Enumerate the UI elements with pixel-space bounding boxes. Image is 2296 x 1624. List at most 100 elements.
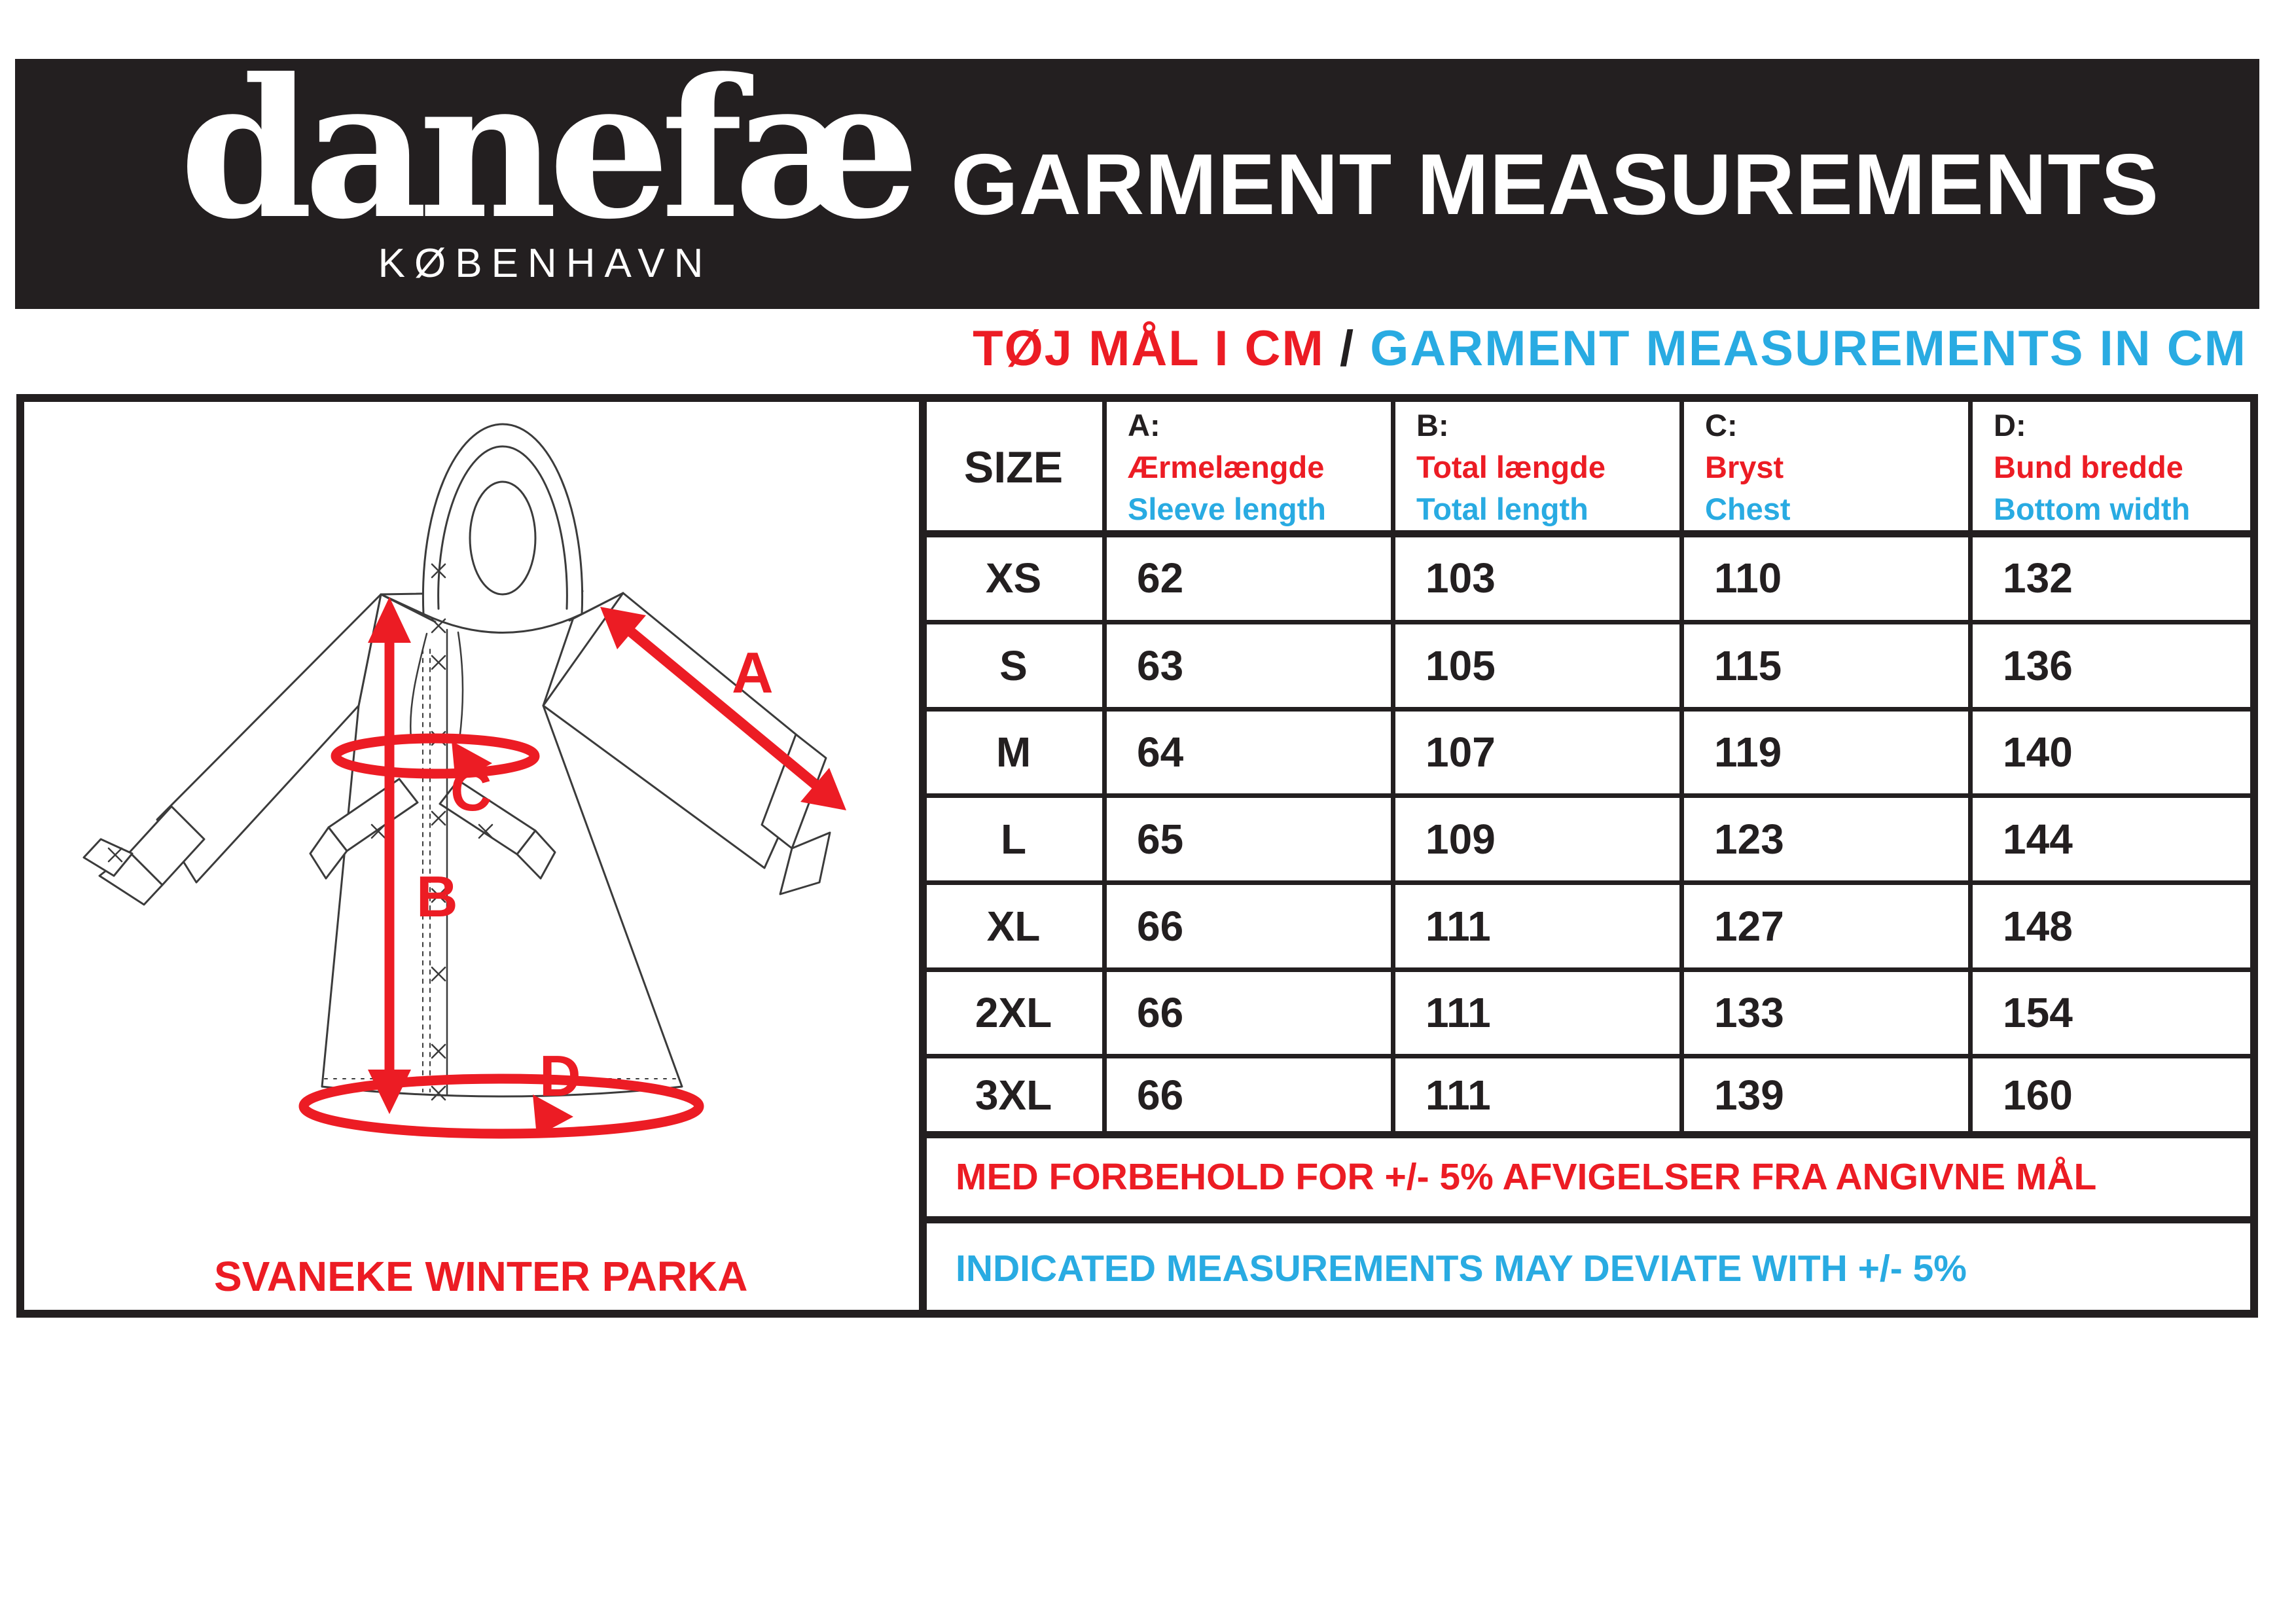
- column-header-1: B: Total længde Total length: [1416, 405, 1679, 530]
- value-S-0: 63: [1137, 641, 1184, 689]
- length-arrowhead-bottom: [368, 1070, 411, 1114]
- chest-ellipse: [331, 733, 540, 779]
- measurement-box-border: [16, 394, 2258, 1318]
- subtitle-danish: TØJ MÅL I CM: [973, 321, 1325, 376]
- parka-right-cuff-flap: [779, 831, 831, 895]
- value-XL-3: 148: [2003, 902, 2073, 950]
- label-b: B: [416, 864, 458, 929]
- col-label-english: Bottom width: [1994, 492, 2191, 526]
- parka-hood-inner: [437, 445, 568, 610]
- value-3XL-2: 139: [1714, 1072, 1784, 1119]
- product-name: SVANEKE WINTER PARKA: [214, 1253, 748, 1300]
- size-cell-M: M: [996, 729, 1031, 776]
- header-bottom-line: [923, 530, 2250, 537]
- column-header-3: D: Bund bredde Bottom width: [1994, 405, 2255, 530]
- label-d: D: [539, 1043, 581, 1108]
- size-column-header: SIZE: [963, 442, 1064, 492]
- parka-face-opening: [469, 480, 537, 596]
- value-2XL-1: 111: [1426, 989, 1491, 1036]
- value-XL-1: 111: [1426, 902, 1491, 950]
- sleeve-arrow-line: [624, 625, 822, 791]
- value-XS-2: 110: [1714, 554, 1782, 602]
- parka-placket-stitch: [422, 649, 431, 1092]
- value-S-1: 105: [1426, 641, 1496, 689]
- sleeve-arrowhead-top: [600, 607, 646, 649]
- parka-right-sleeve: [542, 592, 818, 869]
- parka-left-sleeve: [156, 593, 382, 884]
- value-S-3: 136: [2003, 641, 2073, 689]
- value-XL-2: 127: [1714, 902, 1784, 950]
- column-line-0: [1102, 401, 1107, 1134]
- col-label-english: Chest: [1705, 492, 1791, 526]
- page-title: GARMENT MEASUREMENTS: [951, 136, 2160, 232]
- subtitle: TØJ MÅL I CM / GARMENT MEASUREMENTS IN C…: [916, 322, 2247, 376]
- col-letter: D:: [1994, 408, 2026, 442]
- row-line-2: [923, 793, 2250, 798]
- notes-mid-line: [923, 1216, 2250, 1223]
- size-cell-XS: XS: [985, 554, 1042, 602]
- col-label-danish: Total længde: [1416, 450, 1605, 484]
- parka-drawstrings: [409, 631, 464, 741]
- note-english: INDICATED MEASUREMENTS MAY DEVIATE WITH …: [956, 1248, 1967, 1290]
- value-S-2: 115: [1714, 641, 1782, 689]
- subtitle-separator: /: [1324, 321, 1371, 376]
- garment-diagram: A B C D: [82, 423, 846, 1139]
- notes-top-line: [923, 1131, 2250, 1138]
- value-2XL-3: 154: [2003, 989, 2073, 1036]
- measurement-arrows: A B C D: [298, 597, 846, 1139]
- value-M-0: 64: [1137, 729, 1184, 776]
- value-2XL-0: 66: [1137, 989, 1184, 1036]
- col-label-danish: Ærmelængde: [1128, 450, 1325, 484]
- value-M-3: 140: [2003, 729, 2073, 776]
- label-c: C: [450, 758, 492, 823]
- value-M-2: 119: [1714, 729, 1782, 776]
- value-L-1: 109: [1426, 815, 1496, 863]
- row-line-1: [923, 707, 2250, 712]
- size-cell-2XL: 2XL: [975, 989, 1052, 1036]
- column-header-0: A: Ærmelængde Sleeve length: [1128, 405, 1390, 530]
- parka-right-pocket: [516, 829, 556, 880]
- chest-arrowhead: [452, 741, 492, 783]
- col-letter: B:: [1416, 408, 1449, 442]
- column-header-2: C: Bryst Chest: [1705, 405, 1967, 530]
- length-arrowhead-top: [368, 597, 411, 643]
- parka-shoulder-seams: [380, 592, 624, 623]
- brand-city: KØBENHAVN: [378, 241, 713, 286]
- row-line-3: [923, 880, 2250, 885]
- col-label-danish: Bund bredde: [1994, 450, 2183, 484]
- label-a: A: [732, 640, 774, 705]
- value-L-0: 65: [1137, 815, 1184, 863]
- column-line-3: [1968, 401, 1973, 1134]
- parka-left-pocket: [309, 826, 348, 880]
- size-cell-3XL: 3XL: [975, 1072, 1052, 1119]
- hem-arrowhead: [533, 1094, 573, 1136]
- parka-button-marks: [107, 563, 493, 1101]
- row-line-4: [923, 967, 2250, 972]
- size-cell-XL: XL: [986, 902, 1041, 950]
- hem-ellipse: [298, 1074, 704, 1139]
- value-L-2: 123: [1714, 815, 1784, 863]
- column-line-1: [1391, 401, 1395, 1134]
- header-bar: danefæ KØBENHAVN GARMENT MEASUREMENTS: [15, 54, 2259, 309]
- size-cell-L: L: [1000, 815, 1027, 863]
- value-3XL-3: 160: [2003, 1072, 2073, 1119]
- value-XS-0: 62: [1137, 554, 1184, 602]
- value-L-3: 144: [2003, 815, 2073, 863]
- row-line-5: [923, 1054, 2250, 1058]
- parka-hood: [422, 423, 584, 634]
- panel-table-divider: [919, 401, 927, 1310]
- sleeve-arrowhead-bottom: [800, 768, 846, 810]
- col-label-danish: Bryst: [1705, 450, 1784, 484]
- value-2XL-2: 133: [1714, 989, 1784, 1036]
- brand-logo: danefæ: [179, 37, 920, 261]
- col-letter: C:: [1705, 408, 1738, 442]
- col-letter: A:: [1128, 408, 1160, 442]
- value-3XL-0: 66: [1137, 1072, 1184, 1119]
- row-line-0: [923, 620, 2250, 624]
- size-cell-S: S: [999, 641, 1028, 689]
- value-M-1: 107: [1426, 729, 1496, 776]
- note-danish: MED FORBEHOLD FOR +/- 5% AFVIGELSER FRA …: [956, 1156, 2097, 1198]
- subtitle-english: GARMENT MEASUREMENTS IN CM: [1370, 321, 2247, 376]
- value-XL-0: 66: [1137, 902, 1184, 950]
